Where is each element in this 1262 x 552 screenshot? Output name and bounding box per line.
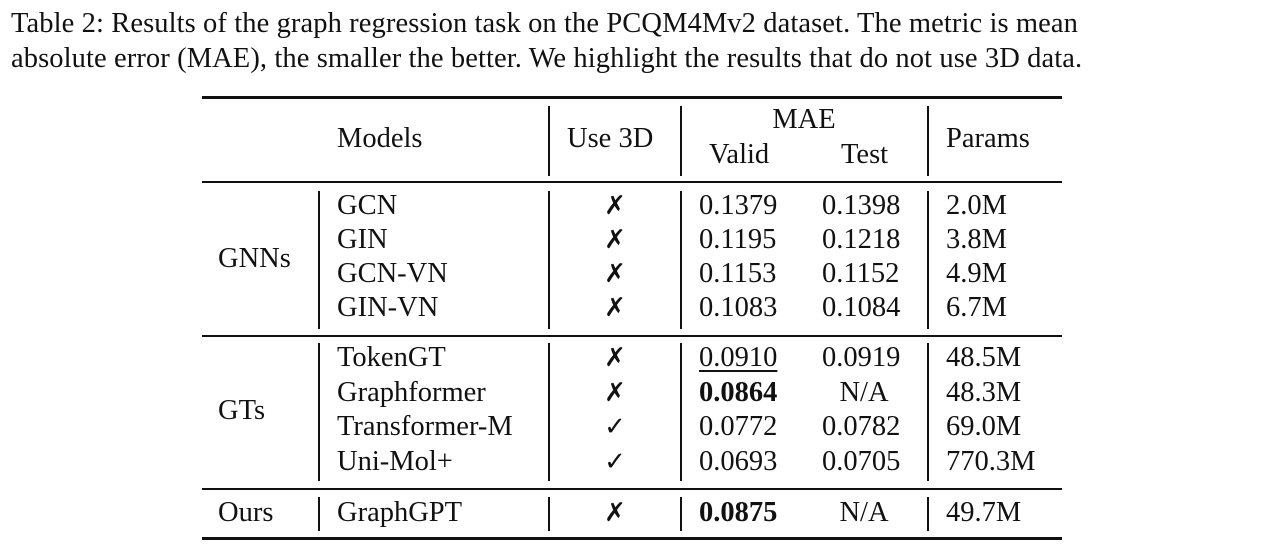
params-value: 48.3M — [946, 377, 1022, 408]
params-value: 2.0M — [946, 190, 1007, 221]
group-label-ours: Ours — [218, 497, 274, 528]
test-value: 0.0705 — [822, 446, 901, 477]
cross-mark: ✗ — [604, 259, 626, 289]
caption-line-2: absolute error (MAE), the smaller the be… — [11, 43, 1083, 74]
header-rule — [202, 181, 1062, 183]
model-name: Uni-Mol+ — [337, 446, 453, 477]
valid-value-best: 0.0864 — [699, 377, 778, 408]
check-mark: ✓ — [604, 447, 626, 477]
check-mark: ✓ — [604, 412, 626, 442]
g1-sep-models — [548, 191, 550, 329]
params-value: 69.0M — [946, 411, 1022, 442]
cross-mark: ✗ — [604, 191, 626, 221]
group-label-gts: GTs — [218, 395, 266, 426]
header-params: Params — [946, 123, 1030, 154]
params-value: 4.9M — [946, 258, 1007, 289]
params-value: 770.3M — [946, 446, 1036, 477]
header-sep-models — [548, 106, 550, 176]
header-models: Models — [337, 123, 423, 154]
g1-sep-use3d — [680, 191, 682, 329]
group-label-gnns: GNNs — [218, 243, 291, 274]
model-name: Transformer-M — [337, 411, 513, 442]
header-sep-mae — [927, 106, 929, 176]
valid-value: 0.1083 — [699, 292, 778, 323]
g2-sep-models — [548, 343, 550, 481]
header-valid: Valid — [709, 139, 770, 170]
model-name: GCN — [337, 190, 398, 221]
test-value: 0.1084 — [822, 292, 901, 323]
valid-value: 0.1379 — [699, 190, 778, 221]
valid-value: 0.0772 — [699, 411, 778, 442]
cross-mark: ✗ — [604, 378, 626, 408]
model-name: Graphformer — [337, 377, 486, 408]
model-name: GIN — [337, 224, 388, 255]
valid-value-second-best: 0.0910 — [699, 342, 778, 373]
test-value: 0.1218 — [822, 224, 901, 255]
g1-sep-group — [318, 191, 320, 329]
params-value: 6.7M — [946, 292, 1007, 323]
cross-mark: ✗ — [604, 225, 626, 255]
cross-mark: ✗ — [604, 343, 626, 373]
g3-sep-group — [318, 497, 320, 531]
model-name: GraphGPT — [337, 497, 463, 528]
g2-sep-mae — [927, 343, 929, 481]
test-value: 0.0919 — [822, 342, 901, 373]
bottom-rule — [202, 537, 1062, 540]
params-value: 3.8M — [946, 224, 1007, 255]
model-name: GCN-VN — [337, 258, 448, 289]
valid-value: 0.0693 — [699, 446, 778, 477]
test-value: 0.0782 — [822, 411, 901, 442]
header-test: Test — [841, 139, 889, 170]
g1-sep-mae — [927, 191, 929, 329]
params-value: 49.7M — [946, 497, 1022, 528]
group-rule-1 — [202, 335, 1062, 337]
test-value: N/A — [839, 377, 889, 408]
header-use3d: Use 3D — [567, 123, 654, 154]
test-value: 0.1398 — [822, 190, 901, 221]
cross-mark: ✗ — [604, 293, 626, 323]
g2-sep-group — [318, 343, 320, 481]
test-value: N/A — [839, 497, 889, 528]
g3-sep-use3d — [680, 497, 682, 531]
valid-value: 0.1153 — [699, 258, 777, 289]
test-value: 0.1152 — [822, 258, 900, 289]
top-rule — [202, 96, 1062, 99]
caption-line-1: Table 2: Results of the graph regression… — [11, 8, 1079, 39]
header-mae: MAE — [772, 104, 836, 135]
g3-sep-models — [548, 497, 550, 531]
model-name: TokenGT — [337, 342, 446, 373]
params-value: 48.5M — [946, 342, 1022, 373]
header-sep-use3d — [680, 106, 682, 176]
model-name: GIN-VN — [337, 292, 439, 323]
table-caption: Table 2: Results of the graph regression… — [11, 6, 1255, 76]
cross-mark: ✗ — [604, 498, 626, 528]
valid-value-best: 0.0875 — [699, 497, 778, 528]
g2-sep-use3d — [680, 343, 682, 481]
g3-sep-mae — [927, 497, 929, 531]
valid-value: 0.1195 — [699, 224, 777, 255]
group-rule-2 — [202, 488, 1062, 490]
